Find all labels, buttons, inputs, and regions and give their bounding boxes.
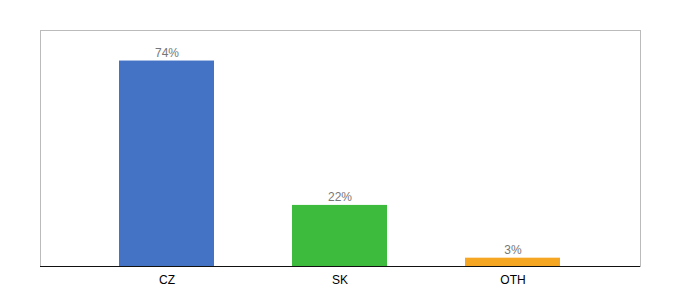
svg-text:CZ: CZ [159,273,175,287]
svg-text:OTH: OTH [500,273,525,287]
svg-text:SK: SK [332,273,348,287]
svg-text:3%: 3% [504,243,522,257]
svg-text:74%: 74% [155,46,179,60]
svg-text:22%: 22% [328,190,352,204]
